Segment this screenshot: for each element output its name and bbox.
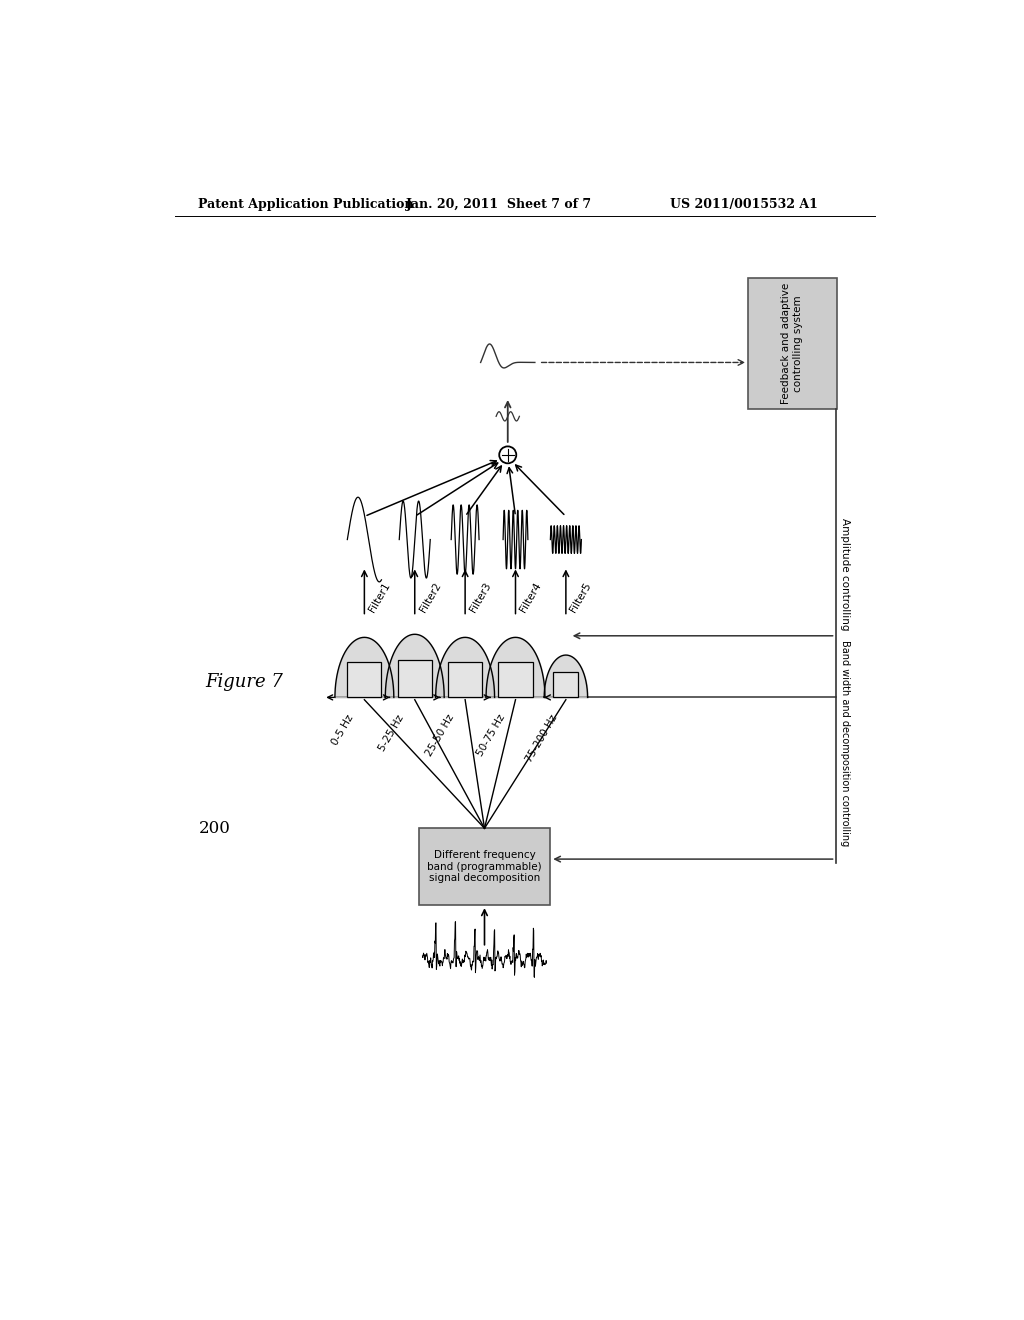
Bar	[419, 829, 550, 906]
Text: Filter4: Filter4	[518, 581, 544, 614]
Text: Filter5: Filter5	[568, 581, 593, 614]
Bar	[347, 663, 381, 697]
Text: Feedback and adaptive
controlling system: Feedback and adaptive controlling system	[781, 282, 803, 404]
Text: Filter2: Filter2	[418, 581, 442, 614]
Text: Filter3: Filter3	[468, 581, 493, 614]
Text: Patent Application Publication: Patent Application Publication	[198, 198, 414, 211]
Text: US 2011/0015532 A1: US 2011/0015532 A1	[671, 198, 818, 211]
Bar	[449, 663, 482, 697]
Text: Figure 7: Figure 7	[206, 673, 284, 690]
Bar	[748, 277, 838, 409]
Text: 25-50 Hz: 25-50 Hz	[424, 713, 457, 758]
Text: 200: 200	[200, 820, 231, 837]
Text: Filter1: Filter1	[368, 581, 392, 614]
Bar	[499, 663, 532, 697]
Text: Different frequency
band (programmable)
signal decomposition: Different frequency band (programmable) …	[427, 850, 542, 883]
Text: 50-75 Hz: 50-75 Hz	[475, 713, 507, 758]
Bar	[397, 660, 432, 697]
Bar	[554, 672, 579, 697]
Text: 0-5 Hz: 0-5 Hz	[330, 713, 355, 747]
Text: 5-25 Hz: 5-25 Hz	[377, 713, 406, 752]
Text: 75-200 Hz: 75-200 Hz	[524, 713, 559, 764]
Text: Jan. 20, 2011  Sheet 7 of 7: Jan. 20, 2011 Sheet 7 of 7	[406, 198, 592, 211]
Text: Amplitude controlling: Amplitude controlling	[841, 517, 850, 631]
Text: Band width and decomposition controlling: Band width and decomposition controlling	[841, 640, 850, 846]
